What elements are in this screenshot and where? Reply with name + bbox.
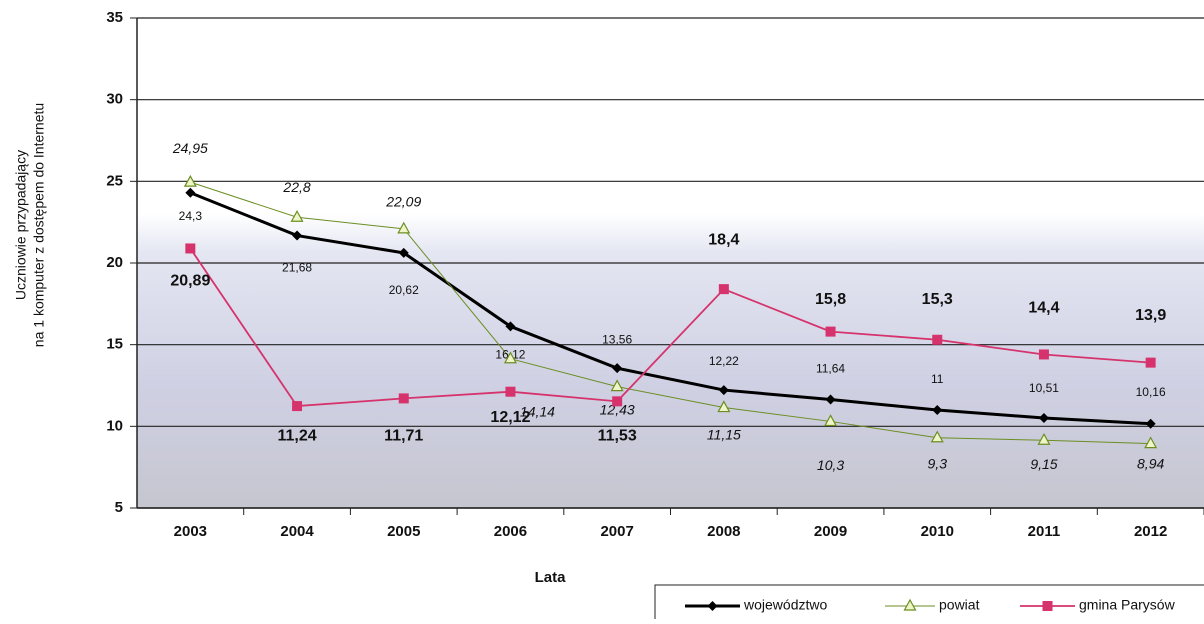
legend-marker (1042, 601, 1053, 611)
x-tick-label: 2012 (1134, 523, 1167, 540)
x-axis-label: Lata (535, 569, 567, 586)
x-tick-label: 2008 (707, 523, 740, 540)
data-label: 11,24 (277, 427, 316, 444)
y-axis-label: Uczniowie przypadający (13, 150, 29, 300)
y-axis-label: na 1 komputer z dostępem do Internetu (31, 103, 47, 347)
data-point (1038, 413, 1049, 424)
x-tick-label: 2010 (921, 523, 954, 540)
series-line (190, 181, 1151, 445)
x-tick-label: 2003 (174, 523, 207, 540)
legend-label: gmina Parysów (1079, 597, 1176, 613)
series-line (189, 191, 1151, 426)
data-point (183, 174, 197, 187)
data-point (292, 230, 303, 241)
data-point (610, 379, 624, 392)
data-point (1144, 436, 1158, 449)
data-point (505, 386, 516, 397)
data-point (1145, 357, 1156, 368)
data-label: 11,53 (598, 428, 637, 445)
data-label: 22,8 (282, 179, 310, 195)
data-label: 12,22 (709, 354, 739, 368)
data-label: 10,16 (1136, 385, 1166, 399)
data-label: 13,9 (1135, 307, 1166, 324)
data-label: 12,12 (490, 409, 530, 426)
x-tick-label: 2004 (280, 523, 314, 540)
data-point (397, 221, 411, 234)
legend-marker (903, 598, 917, 611)
data-label: 20,89 (170, 273, 210, 290)
data-point (717, 400, 731, 413)
legend-label: powiat (939, 597, 980, 613)
legend-marker (707, 601, 718, 611)
y-tick-label: 15 (106, 336, 123, 353)
data-point (825, 326, 836, 337)
x-tick-label: 2007 (600, 523, 633, 540)
data-point (398, 247, 409, 258)
data-label: 20,62 (389, 283, 419, 297)
data-label: 14,4 (1028, 300, 1059, 317)
data-point (932, 334, 943, 345)
data-point (718, 284, 729, 295)
data-point (932, 405, 943, 415)
x-tick-label: 2006 (494, 523, 527, 540)
x-tick-label: 2011 (1028, 523, 1061, 540)
data-label: 11,64 (816, 362, 845, 376)
data-label: 15,8 (815, 291, 846, 308)
data-point (1037, 432, 1051, 445)
data-label: 15,3 (922, 291, 953, 308)
y-tick-label: 25 (106, 172, 123, 189)
data-label: 24,3 (179, 209, 203, 223)
y-tick-label: 5 (115, 499, 123, 516)
data-label: 22,09 (385, 194, 421, 210)
data-label: 11,15 (707, 426, 741, 442)
series-line (189, 247, 1151, 408)
data-point (718, 385, 729, 396)
data-label: 24,95 (172, 140, 208, 156)
legend-label: województwo (743, 597, 827, 613)
y-tick-label: 35 (106, 9, 123, 26)
data-point (1145, 418, 1156, 429)
y-tick-label: 10 (106, 417, 123, 434)
data-label: 13,56 (602, 332, 632, 346)
data-point (185, 187, 196, 198)
data-point (612, 363, 623, 374)
data-label: 11,71 (384, 428, 423, 445)
data-point (824, 414, 838, 427)
data-point (292, 401, 303, 412)
x-tick-label: 2009 (814, 523, 847, 540)
data-label: 9,15 (1030, 456, 1057, 472)
data-label: 8,94 (1137, 455, 1164, 471)
legend (654, 584, 1204, 624)
x-tick-label: 2005 (387, 523, 420, 540)
data-point (505, 321, 516, 332)
data-point (1038, 349, 1049, 360)
data-label: 11 (931, 372, 944, 386)
data-label: 12,43 (600, 401, 635, 417)
data-point (185, 243, 196, 254)
data-label: 9,3 (928, 455, 948, 471)
data-label: 14,14 (520, 403, 555, 419)
data-point (612, 396, 623, 407)
data-label: 10,51 (1029, 381, 1059, 395)
y-tick-label: 30 (106, 91, 123, 108)
data-point (503, 351, 517, 364)
data-point (290, 210, 304, 222)
data-point (398, 393, 409, 404)
data-label: 21,68 (282, 261, 312, 275)
data-label: 10,3 (817, 457, 844, 473)
data-point (825, 394, 836, 405)
y-tick-label: 20 (106, 254, 123, 271)
data-label: 18,4 (708, 231, 739, 248)
data-point (930, 430, 944, 443)
